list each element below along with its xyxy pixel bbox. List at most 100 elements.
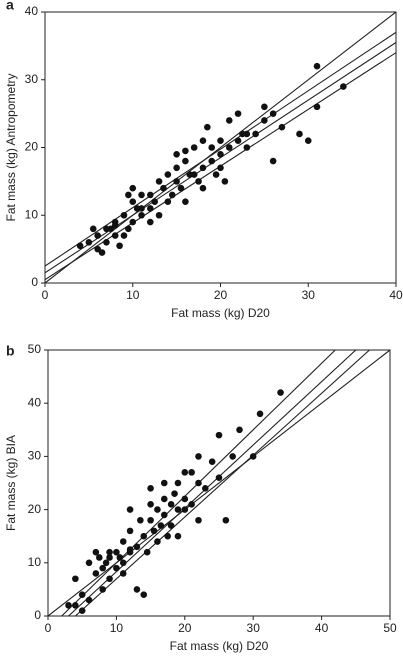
y-axis-label: Fat mass (kg) BIA [4, 435, 18, 531]
data-point [217, 150, 224, 158]
data-point [181, 469, 189, 476]
data-point [113, 548, 120, 556]
data-point [154, 506, 161, 513]
data-point [133, 543, 141, 551]
data-point [129, 198, 137, 205]
data-point [199, 164, 207, 172]
data-point [269, 157, 277, 165]
data-point [164, 171, 172, 178]
data-point [195, 178, 202, 185]
data-point [173, 150, 180, 158]
data-point [116, 242, 123, 250]
data-point [129, 184, 137, 192]
y-tick-label: 20 [28, 502, 42, 516]
data-point [195, 479, 202, 487]
data-point [65, 602, 72, 609]
data-point [99, 586, 107, 593]
data-point [236, 426, 243, 434]
data-point [147, 191, 154, 199]
data-point [256, 410, 264, 418]
data-point [119, 538, 127, 545]
data-point [160, 511, 168, 519]
data-point [89, 225, 97, 233]
data-point [212, 171, 220, 178]
data-point [208, 458, 216, 466]
data-point [313, 103, 321, 111]
data-point [199, 137, 207, 145]
data-point [98, 249, 106, 256]
y-tick-label: 0 [31, 275, 38, 289]
data-point [182, 157, 189, 165]
y-tick-label: 40 [25, 4, 39, 18]
y-tick-label: 10 [25, 207, 39, 221]
data-point [151, 198, 158, 205]
data-point [85, 559, 93, 567]
data-point [120, 211, 128, 219]
data-point [140, 591, 148, 599]
panel-label: a [6, 0, 14, 13]
data-point [181, 506, 189, 513]
data-point [190, 171, 198, 178]
data-point [174, 532, 182, 540]
data-point [243, 130, 251, 138]
x-tick-label: 20 [178, 621, 192, 635]
data-point [261, 117, 268, 124]
data-point [296, 130, 303, 138]
data-point [202, 485, 209, 492]
data-point [160, 184, 167, 192]
data-point [160, 495, 168, 503]
data-point [133, 586, 141, 593]
data-point [195, 453, 202, 460]
data-point [249, 453, 257, 460]
fit-line [45, 12, 396, 283]
plot-frame [47, 349, 391, 617]
data-point [78, 591, 86, 599]
data-point [173, 164, 180, 172]
x-axis-label: Fat mass (kg) D20 [170, 639, 269, 653]
x-tick-label: 30 [247, 621, 261, 635]
data-point [243, 144, 251, 151]
data-point [278, 123, 286, 131]
data-point [147, 500, 154, 508]
data-point [96, 554, 103, 561]
data-point [103, 225, 110, 233]
fit-line [48, 350, 390, 616]
data-point [313, 62, 321, 70]
data-point [129, 218, 137, 226]
data-point [155, 211, 163, 219]
data-point [167, 500, 175, 508]
data-point [221, 178, 229, 185]
data-point [174, 506, 182, 513]
y-axis-label: Fat mass (kg) Antropometry [4, 73, 18, 221]
data-point [168, 191, 176, 199]
fit-line [45, 31, 396, 267]
data-point [138, 211, 145, 219]
data-point [92, 548, 100, 556]
data-point [147, 205, 154, 212]
data-point [234, 110, 242, 117]
y-tick-label: 10 [28, 555, 42, 569]
data-point [140, 532, 148, 540]
y-tick-label: 40 [28, 395, 42, 409]
data-point [138, 191, 145, 199]
data-point [111, 232, 119, 239]
x-tick-label: 10 [126, 288, 140, 302]
data-point [225, 144, 233, 151]
y-tick-label: 0 [34, 608, 41, 622]
fit-line [74, 350, 370, 616]
data-point [181, 495, 189, 503]
data-point [215, 474, 223, 481]
data-point [106, 554, 113, 561]
data-point [154, 538, 161, 545]
data-point [72, 602, 79, 609]
data-point [208, 157, 216, 165]
data-point [340, 83, 347, 90]
data-point [72, 575, 79, 583]
x-tick-label: 30 [302, 288, 316, 302]
data-point [167, 522, 175, 529]
x-tick-label: 20 [214, 288, 228, 302]
data-point [190, 144, 198, 151]
data-point [147, 516, 154, 524]
y-tick-label: 30 [28, 449, 42, 463]
fit-line [68, 350, 357, 616]
